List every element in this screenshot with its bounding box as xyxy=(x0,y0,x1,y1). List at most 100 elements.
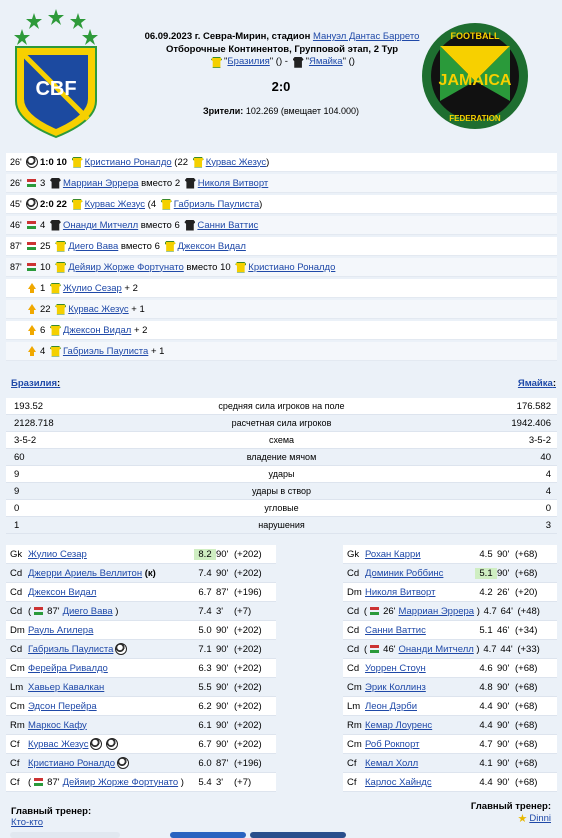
player-delta: (+202) xyxy=(234,643,262,655)
bottom-button[interactable] xyxy=(170,832,246,838)
ball-icon xyxy=(115,643,128,655)
player-rating: 4.6 xyxy=(479,662,493,674)
player-link[interactable]: Кемар Лоуренс xyxy=(365,719,433,731)
home-team-stats-link[interactable]: Бразилия: xyxy=(11,378,60,389)
player-link[interactable]: Рауль Агилера xyxy=(28,624,94,636)
player-delta: (+202) xyxy=(234,719,262,731)
event-minute: 45' xyxy=(10,199,22,209)
player-delta: (+34) xyxy=(515,624,538,636)
event-minute: 46' xyxy=(10,220,22,230)
player-delta: (+7) xyxy=(234,776,252,788)
player-link[interactable]: Джексон Видал xyxy=(177,240,246,252)
player-link[interactable]: Доминик Роббинс xyxy=(365,567,444,579)
player-link[interactable]: Рохан Карри xyxy=(365,548,421,560)
player-link[interactable]: Джексон Видал xyxy=(28,586,97,598)
home-coach-link[interactable]: Кто-кто xyxy=(11,817,44,828)
event-text: + 1 xyxy=(128,303,145,315)
stat-row: 9 удары в створ 4 xyxy=(6,483,557,500)
substitution-icon xyxy=(26,240,38,252)
player-link[interactable]: Габриэль Паулиста xyxy=(62,345,149,357)
player-link[interactable]: Джексон Видал xyxy=(62,324,132,336)
away-team-name[interactable]: Ямайка xyxy=(517,378,553,389)
player-minutes: 90' xyxy=(497,700,510,712)
away-crest-bottom: FEDERATION xyxy=(449,114,501,123)
player-link[interactable]: Курвас Жезус xyxy=(28,738,89,750)
player-link[interactable]: Курвас Жезус xyxy=(68,303,129,315)
player-rating: 6.7 xyxy=(198,586,212,598)
player-link[interactable]: Жулио Сезар xyxy=(28,548,87,560)
player-link[interactable]: Дейяир Жорже Фортунато xyxy=(68,261,184,273)
substitution-icon xyxy=(26,261,38,273)
player-minutes: 3' xyxy=(216,776,224,788)
player-link[interactable]: Марриан Эррера xyxy=(398,605,475,617)
player-row: Cf Кемал Холл 4.1 90' (+68) xyxy=(343,754,557,773)
away-team-link[interactable]: Ямайка xyxy=(308,56,343,67)
player-link[interactable]: Кристиано Роналдо xyxy=(28,757,116,769)
player-minutes: 90' xyxy=(216,681,229,693)
player-rating: 6.7 xyxy=(198,738,212,750)
player-link[interactable]: Эрик Коллинз xyxy=(365,681,426,693)
player-link[interactable]: Уоррен Стоун xyxy=(365,662,426,674)
player-link[interactable]: Леон Дэрби xyxy=(365,700,417,712)
player-link[interactable]: Курвас Жезус xyxy=(205,156,267,168)
player-link[interactable]: Санни Ваттис xyxy=(365,624,426,636)
player-row: Rm Маркос Кафу 6.1 90' (+202) xyxy=(6,716,276,735)
player-name-cell: Леон Дэрби xyxy=(365,701,475,712)
player-link[interactable]: Роб Рокпорт xyxy=(365,738,420,750)
player-position: Cd xyxy=(347,567,360,579)
player-link[interactable]: Николя Витворт xyxy=(365,586,436,598)
player-name-cell: Ферейра Ривалдо xyxy=(28,663,194,674)
player-link[interactable]: Жулио Сезар xyxy=(62,282,122,294)
player-row: Cm Ферейра Ривалдо 6.3 90' (+202) xyxy=(6,659,276,678)
player-link[interactable]: Кемал Холл xyxy=(365,757,419,769)
away-stat-value: 0 xyxy=(545,502,551,514)
player-link[interactable]: Николя Витворт xyxy=(197,177,269,189)
event-row: 26' 3 Марриан Эррера вместо 2 Николя Витв… xyxy=(6,174,557,193)
stat-label: схема xyxy=(268,435,295,445)
home-team-name[interactable]: Бразилия xyxy=(11,378,58,389)
home-stat-value: 193.52 xyxy=(14,400,44,412)
player-name-cell: (87' Дейяир Жорже Фортунато ) xyxy=(28,776,194,788)
home-stat-value: 9 xyxy=(14,485,20,497)
player-link[interactable]: Дейяир Жорже Фортунато xyxy=(62,776,179,788)
player-link[interactable]: Диего Вава xyxy=(62,605,113,617)
player-delta: (+202) xyxy=(234,624,262,636)
player-name-cell: (87' Диего Вава ) xyxy=(28,605,194,617)
player-link[interactable]: Диего Вава xyxy=(68,240,119,252)
event-minute: 26' xyxy=(10,157,22,167)
teams-separator: - xyxy=(282,56,291,67)
event-text: 10 xyxy=(40,261,54,273)
away-team-stats-link[interactable]: Ямайка: xyxy=(518,378,556,389)
player-link[interactable]: Карлос Хайндс xyxy=(365,776,432,788)
player-rating: 5.5 xyxy=(198,681,212,693)
player-link[interactable]: Онанди Митчелл xyxy=(398,643,474,655)
player-link[interactable]: Кристиано Роналдо xyxy=(84,156,172,168)
bottom-button-2[interactable] xyxy=(250,832,346,838)
stat-label: нарушения xyxy=(258,520,305,530)
player-link[interactable]: Санни Ваттис xyxy=(197,219,259,231)
player-link[interactable]: Габриэль Паулиста xyxy=(173,198,260,210)
player-position: Dm xyxy=(10,624,25,636)
player-link[interactable]: Курвас Жезус xyxy=(84,198,146,210)
player-link[interactable]: Габриэль Паулиста xyxy=(28,643,114,655)
player-link[interactable]: Ферейра Ривалдо xyxy=(28,662,108,674)
player-rating: 4.1 xyxy=(479,757,493,769)
player-link[interactable]: Марриан Эррера xyxy=(62,177,139,189)
player-link[interactable]: Маркос Кафу xyxy=(28,719,87,731)
home-shirt-icon xyxy=(49,282,61,294)
player-delta: (+202) xyxy=(234,662,262,674)
home-crest-letters: CBF xyxy=(35,78,76,100)
player-link[interactable]: Кристиано Роналдо xyxy=(248,261,336,273)
player-link[interactable]: Онанди Митчелл xyxy=(62,219,139,231)
home-team-link[interactable]: Бразилия xyxy=(227,56,270,67)
away-coach: Главный тренер: ★ Dinni xyxy=(471,801,551,825)
player-link[interactable]: Хавьер Кавалкан xyxy=(28,681,105,693)
player-minutes: 90' xyxy=(216,662,229,674)
player-link[interactable]: Джерри Ариель Веллитон xyxy=(28,567,143,579)
stadium-link[interactable]: Мануэл Дантас Баррето xyxy=(312,31,420,42)
player-minutes: 90' xyxy=(216,548,229,560)
bottom-tab[interactable] xyxy=(10,832,120,838)
ball-icon xyxy=(26,198,38,210)
away-coach-link[interactable]: Dinni xyxy=(529,813,551,824)
player-link[interactable]: Эдсон Перейра xyxy=(28,700,97,712)
